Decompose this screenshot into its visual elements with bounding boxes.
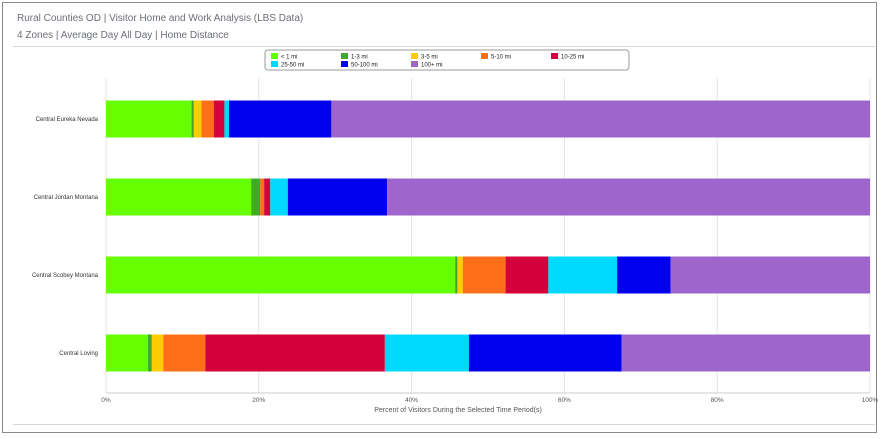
category-label: Central Scobey Montana (32, 273, 99, 279)
bar-segment[interactable] (264, 178, 271, 216)
bar-segment[interactable] (229, 100, 332, 138)
x-tick-label: 60% (558, 397, 571, 404)
bar-segment[interactable] (163, 334, 206, 372)
legend-box (264, 49, 630, 71)
bar-segment[interactable] (462, 256, 506, 294)
legend-label: 5-10 mi (491, 55, 511, 61)
bar-segment[interactable] (287, 178, 388, 216)
bar-segment[interactable] (455, 256, 458, 294)
legend-label: 10-25 mi (561, 55, 584, 61)
legend-swatch (271, 61, 278, 67)
bar-segment[interactable] (193, 100, 202, 138)
legend-swatch (271, 53, 278, 59)
bar-segment[interactable] (251, 178, 261, 216)
bar-segment[interactable] (548, 256, 618, 294)
bar-segment[interactable] (387, 178, 870, 216)
bar-segment[interactable] (213, 100, 225, 138)
bar-segment[interactable] (224, 100, 230, 138)
legend-label: 3-5 mi (421, 55, 438, 61)
legend-swatch (481, 53, 488, 59)
category-label: Central Eureka Nevada (36, 117, 99, 123)
bar-segment[interactable] (106, 256, 456, 294)
bar-segment[interactable] (384, 334, 469, 372)
bar-segment[interactable] (151, 334, 164, 372)
bar-segment[interactable] (260, 178, 265, 216)
bar-segment[interactable] (331, 100, 870, 138)
legend-label: 25-50 mi (281, 63, 304, 69)
x-tick-label: 40% (405, 397, 418, 404)
legend-label: 1-3 mi (351, 55, 368, 61)
bar-segment[interactable] (621, 334, 870, 372)
category-label: Central Loving (59, 351, 98, 357)
bar-segment[interactable] (106, 178, 252, 216)
bar-segment[interactable] (670, 256, 870, 294)
header-divider (13, 46, 875, 47)
x-tick-label: 0% (101, 397, 111, 404)
legend-swatch (551, 53, 558, 59)
legend-label: 50-100 mi (351, 63, 378, 69)
legend-swatch (341, 53, 348, 59)
bar-segment[interactable] (617, 256, 671, 294)
x-tick-label: 20% (252, 397, 265, 404)
footer-divider (13, 424, 875, 425)
legend-swatch (341, 61, 348, 67)
bar-segment[interactable] (505, 256, 549, 294)
bar-segment[interactable] (148, 334, 152, 372)
x-axis-title: Percent of Visitors During the Selected … (374, 407, 542, 414)
x-tick-label: 80% (711, 397, 724, 404)
bar-segment[interactable] (106, 100, 192, 138)
x-tick-label: 100% (862, 397, 879, 404)
legend-label: < 1 mi (281, 55, 298, 61)
bar-segment[interactable] (191, 100, 194, 138)
bar-segment[interactable] (106, 334, 149, 372)
legend-label: 100+ mi (421, 63, 443, 69)
bar-segment[interactable] (201, 100, 214, 138)
chart-subtitle: 4 Zones | Average Day All Day | Home Dis… (17, 30, 229, 41)
category-label: Central Jordan Montana (34, 195, 99, 201)
bar-segment[interactable] (468, 334, 622, 372)
bar-segment[interactable] (270, 178, 288, 216)
legend-swatch (411, 53, 418, 59)
bar-segment[interactable] (457, 256, 463, 294)
legend-swatch (411, 61, 418, 67)
bar-segment[interactable] (205, 334, 385, 372)
chart-title: Rural Counties OD | Visitor Home and Wor… (17, 13, 304, 24)
